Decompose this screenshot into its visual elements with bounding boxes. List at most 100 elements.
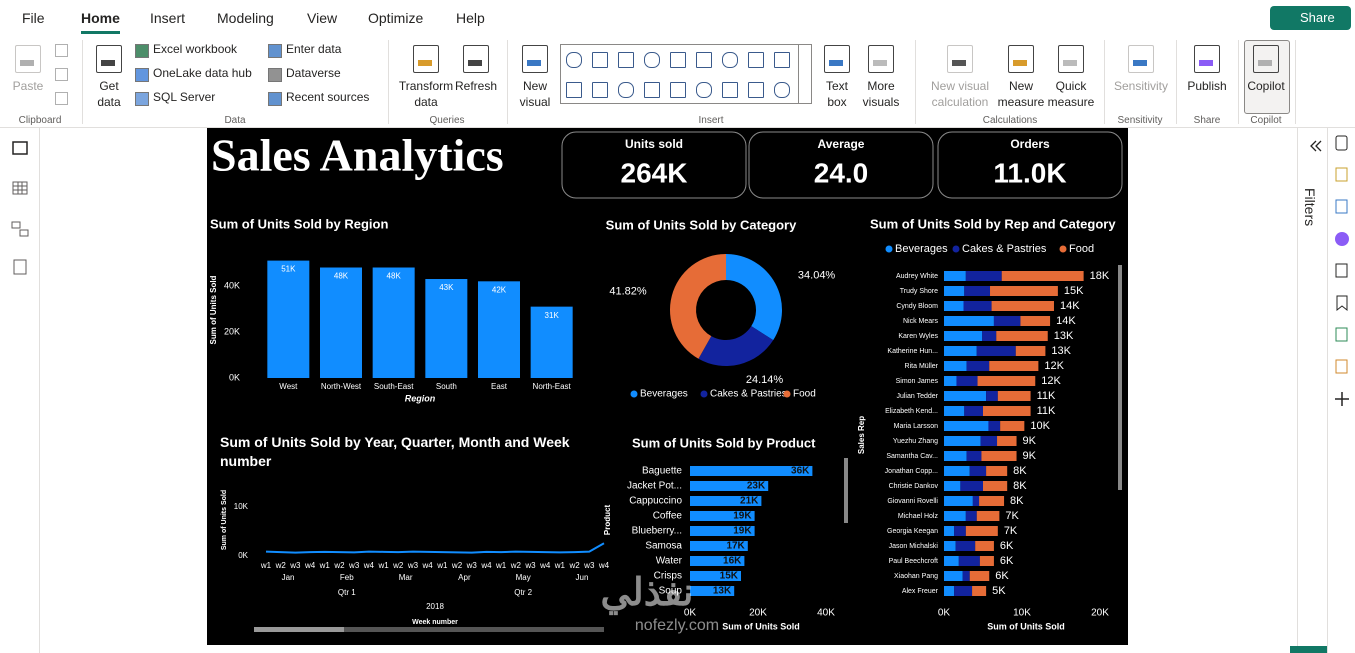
x-tick-label: West (279, 382, 298, 391)
visual-type-icon[interactable] (748, 52, 764, 68)
dax-view-icon[interactable] (13, 259, 27, 275)
bar-segment (944, 301, 964, 311)
add-icon[interactable] (1335, 392, 1349, 406)
ribbon-button[interactable]: Text box (825, 79, 848, 109)
visual-type-icon[interactable] (696, 52, 712, 68)
visual-type-icon[interactable] (644, 52, 660, 68)
ribbon-button[interactable]: Refresh (454, 79, 498, 93)
ribbon-button[interactable]: More visuals (862, 79, 900, 109)
pane-icon[interactable] (1335, 199, 1348, 214)
x-tick-label: w1 (260, 561, 272, 570)
bar-segment (944, 271, 966, 281)
clipboard-icon[interactable] (55, 92, 68, 105)
ribbon-button[interactable]: Sensitivity (1113, 79, 1169, 93)
visual-type-icon[interactable] (722, 82, 738, 98)
x-tick-label: w2 (568, 561, 580, 570)
visual-type-icon[interactable] (670, 52, 686, 68)
menu-tab[interactable]: Insert (150, 10, 186, 26)
ribbon-button[interactable]: Enter data (286, 42, 342, 56)
bar-segment (965, 511, 977, 521)
y-axis-label: Sum of Units Sold (221, 490, 228, 550)
collapse-icon[interactable] (1298, 128, 1328, 168)
bar (690, 541, 748, 551)
visual-type-icon[interactable] (592, 52, 608, 68)
legend-marker (1059, 245, 1067, 253)
model-view-icon[interactable] (11, 221, 21, 229)
x-tick-label: 10K (1013, 608, 1031, 619)
total-label: 10K (1030, 420, 1050, 432)
pane-icon[interactable] (1335, 135, 1348, 151)
menu-tab[interactable]: File (22, 10, 45, 26)
pane-icon[interactable] (1335, 359, 1348, 374)
filters-label[interactable]: Filters (1302, 188, 1318, 227)
visual-type-icon[interactable] (774, 52, 790, 68)
visual-type-icon[interactable] (696, 82, 712, 98)
pane-switcher (1327, 128, 1355, 653)
legend-marker (630, 390, 638, 398)
y-tick-label: 0K (229, 372, 240, 382)
menu-tab[interactable]: Modeling (217, 10, 274, 26)
button-icon (413, 45, 439, 73)
pane-icon[interactable] (1335, 167, 1348, 182)
ribbon-button[interactable]: Excel workbook (153, 42, 238, 56)
y-tick-label: Samantha Cav... (886, 453, 938, 460)
bar-segment (1000, 421, 1025, 431)
ribbon-button[interactable]: New visual (519, 79, 551, 109)
y-tick-label: Georgia Keegan (887, 528, 938, 535)
visual-type-icon[interactable] (618, 82, 634, 98)
pane-icon[interactable] (1335, 327, 1348, 342)
clipboard-icon[interactable] (55, 68, 68, 81)
menu-tab[interactable]: Optimize (368, 10, 424, 26)
ribbon-button[interactable]: Publish (1187, 79, 1227, 93)
ribbon-button[interactable]: Paste (12, 79, 44, 93)
button-icon (268, 92, 282, 106)
y-tick-label: Katherine Hun... (887, 348, 938, 355)
bar-segment (944, 556, 959, 566)
visual-type-icon[interactable] (566, 82, 582, 98)
visual-type-icon[interactable] (774, 82, 790, 98)
clipboard-icon[interactable] (55, 44, 68, 57)
report-view-icon[interactable] (12, 141, 28, 155)
ribbon-button[interactable]: Quick measure (1047, 79, 1095, 109)
pane-icon[interactable] (1336, 295, 1348, 312)
gallery-expand (797, 44, 812, 104)
kpi-value: 264K (621, 157, 688, 188)
ribbon-button[interactable]: Recent sources (286, 90, 370, 104)
ribbon-button[interactable]: Dataverse (286, 66, 341, 80)
ribbon-button[interactable]: New visual calculation (930, 79, 990, 109)
button-icon (96, 45, 122, 73)
visual-type-icon[interactable] (618, 52, 634, 68)
ribbon-button[interactable]: New measure (997, 79, 1045, 109)
visual-type-icon[interactable] (566, 52, 582, 68)
button-icon (135, 68, 149, 82)
menu-tab[interactable]: View (307, 10, 338, 26)
chart-title: Sum of Units Sold by Product (632, 435, 816, 450)
ribbon-button[interactable]: SQL Server (153, 90, 216, 104)
ribbon-button[interactable]: OneLake data hub (153, 66, 252, 80)
total-label: 8K (1013, 480, 1027, 492)
visual-type-icon[interactable] (592, 82, 608, 98)
group-separator (1295, 40, 1296, 124)
visual-type-icon[interactable] (748, 82, 764, 98)
visual-type-icon[interactable] (722, 52, 738, 68)
total-label: 9K (1023, 450, 1037, 462)
table-view-icon[interactable] (12, 181, 28, 195)
scrollbar-thumb (254, 627, 344, 632)
legend-marker (952, 245, 960, 253)
y-tick-label: Baguette (642, 466, 682, 477)
button-icon (1194, 45, 1220, 73)
pane-icon[interactable] (1335, 263, 1348, 278)
button-icon (135, 92, 149, 106)
share-button[interactable]: Share (1270, 6, 1351, 30)
pane-icon[interactable] (1335, 232, 1349, 246)
visual-type-icon[interactable] (644, 82, 660, 98)
x-axis-label: Sum of Units Sold (722, 621, 800, 631)
menu-tab[interactable]: Help (456, 10, 485, 26)
menu-tab[interactable]: Home (81, 10, 120, 26)
ribbon-button[interactable]: Copilot (1247, 79, 1285, 93)
ribbon-button[interactable]: Get data (97, 79, 121, 109)
y-tick-label: Julian Tedder (896, 393, 938, 400)
ribbon-button[interactable]: Transform data (398, 79, 454, 109)
y-tick-label: Simon James (896, 378, 939, 385)
visual-type-icon[interactable] (670, 82, 686, 98)
